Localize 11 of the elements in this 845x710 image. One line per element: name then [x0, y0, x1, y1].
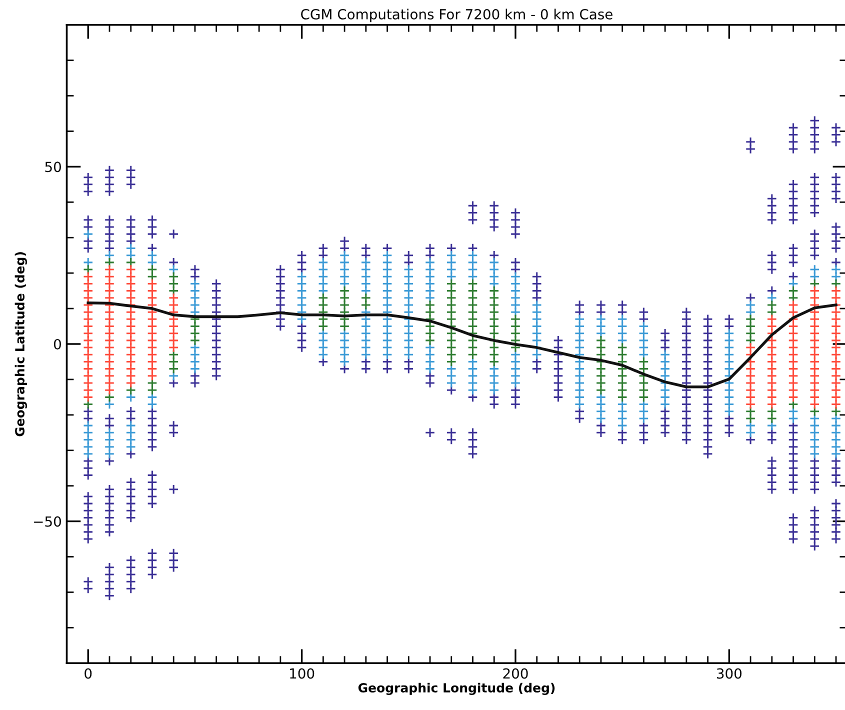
y-tick-label: 50 — [45, 162, 61, 172]
x-tick-label: 0 — [84, 668, 92, 679]
line-series — [86, 301, 838, 388]
x-axis-title: Geographic Longitude (deg) — [358, 682, 555, 696]
y-tick-label: −50 — [34, 516, 61, 527]
x-tick-label: 200 — [503, 668, 528, 679]
y-axis-title: Geographic Latitude (deg) — [14, 252, 28, 436]
chart-title: CGM Computations For 7200 km - 0 km Case — [301, 8, 612, 22]
y-tick-label: 0 — [54, 338, 61, 350]
x-tick-label: 100 — [290, 668, 314, 679]
x-tick-label: 300 — [716, 668, 742, 679]
